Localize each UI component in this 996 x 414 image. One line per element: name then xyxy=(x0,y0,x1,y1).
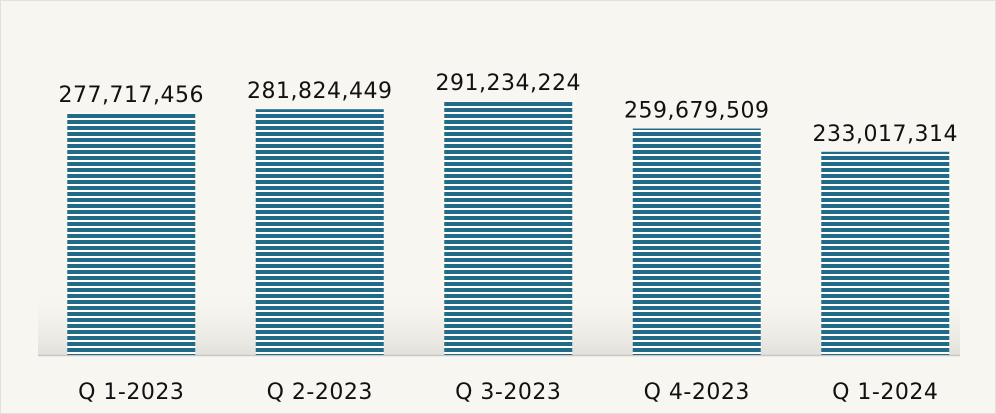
bar xyxy=(632,128,761,355)
value-label: 291,234,224 xyxy=(436,71,581,96)
bar xyxy=(255,109,384,356)
x-tick-label: Q 1-2023 xyxy=(78,380,184,405)
value-label: 277,717,456 xyxy=(59,83,204,108)
bar xyxy=(67,112,196,355)
x-tick-label: Q 3-2023 xyxy=(455,380,561,405)
x-tick-label: Q 1-2024 xyxy=(832,380,938,405)
x-tick-label: Q 2-2023 xyxy=(267,380,373,405)
x-tick-label: Q 4-2023 xyxy=(644,380,750,405)
value-label: 259,679,509 xyxy=(624,99,769,124)
bar xyxy=(444,101,573,355)
value-label: 233,017,314 xyxy=(813,122,958,147)
value-label: 281,824,449 xyxy=(247,79,392,104)
bar xyxy=(821,151,950,355)
